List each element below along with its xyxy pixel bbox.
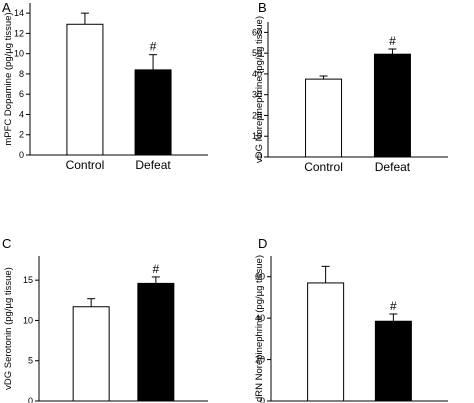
y-tick-label: 14 xyxy=(14,8,24,18)
y-tick-label: 4 xyxy=(19,109,24,119)
y-tick-label: 60 xyxy=(252,27,262,37)
y-tick-label: 40 xyxy=(255,313,265,323)
bar-control xyxy=(72,306,110,402)
y-axis-label: dRN Norepinephrine (pg/µg tissue) xyxy=(254,255,265,402)
y-tick-label: 0 xyxy=(257,152,262,162)
x-category-label: Control xyxy=(66,158,105,172)
y-tick-label: 8 xyxy=(19,69,24,79)
y-tick-label: 20 xyxy=(255,355,265,365)
significance-mark: # xyxy=(153,262,160,276)
y-axis-label: mPFC Dopamine (pg/µg tissue) xyxy=(3,12,14,145)
y-tick-label: 0 xyxy=(28,396,33,403)
x-category-label: Defeat xyxy=(375,160,411,174)
significance-mark: # xyxy=(390,299,397,313)
y-tick-label: 10 xyxy=(14,49,24,59)
y-tick-label: 2 xyxy=(19,130,24,140)
bar-defeat xyxy=(134,69,172,156)
y-tick-label: 5 xyxy=(28,356,33,366)
y-tick-label: 12 xyxy=(14,28,24,38)
y-tick-label: 10 xyxy=(23,315,33,325)
bar-defeat xyxy=(373,53,411,158)
y-tick-label: 15 xyxy=(23,275,33,285)
panel-letter: D xyxy=(258,236,267,251)
y-tick-label: 30 xyxy=(252,90,262,100)
y-tick-label: 40 xyxy=(252,69,262,79)
bar-control xyxy=(305,78,343,158)
bar-defeat xyxy=(374,320,412,402)
y-tick-label: 20 xyxy=(252,110,262,120)
bar-control xyxy=(307,282,345,402)
significance-mark: # xyxy=(389,34,396,48)
x-category-label: Defeat xyxy=(135,158,171,172)
y-axis-label: vDG Serotonin (pg/µg tissue) xyxy=(3,267,14,390)
panel-letter: B xyxy=(258,0,267,15)
y-tick-label: 50 xyxy=(252,48,262,58)
y-tick-label: 6 xyxy=(19,89,24,99)
y-tick-label: 0 xyxy=(260,396,265,403)
panel-letter: C xyxy=(2,236,11,251)
bar-control xyxy=(66,23,104,156)
y-tick-label: 60 xyxy=(255,272,265,282)
y-axis-label: vDG Norepinephrine (pg/µg tissue) xyxy=(254,16,265,163)
y-tick-label: 10 xyxy=(252,131,262,141)
significance-mark: # xyxy=(150,40,157,54)
x-category-label: Control xyxy=(304,160,343,174)
bar-defeat xyxy=(137,282,175,402)
panel-letter: A xyxy=(2,0,11,15)
y-tick-label: 0 xyxy=(19,150,24,160)
